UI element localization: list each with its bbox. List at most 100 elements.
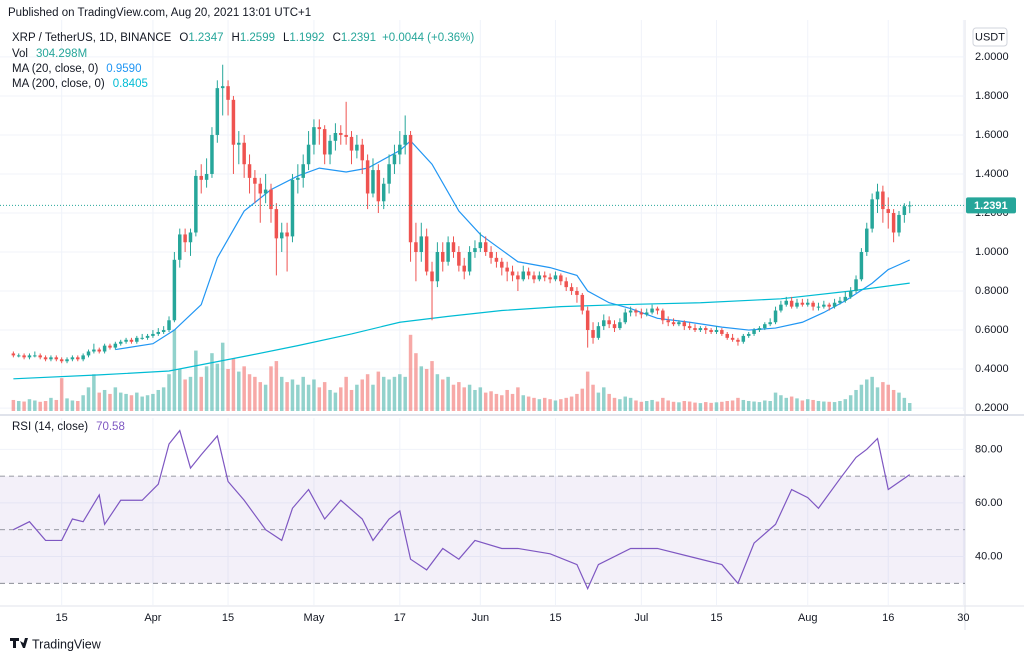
volume-bar [215, 363, 220, 411]
legend-item: 0.9590 [106, 63, 141, 75]
candle-body [70, 357, 75, 360]
volume-bar [521, 395, 526, 411]
volume-bar [145, 395, 150, 411]
legend-item: 0.8405 [113, 78, 148, 90]
volume-bar [618, 399, 622, 411]
last-price-tag [966, 197, 1016, 214]
volume-bar [505, 389, 509, 411]
volume-bar [736, 397, 740, 411]
volume-bar [634, 400, 638, 411]
rsi-tick-label: 80.00 [975, 443, 1003, 455]
volume-bar [135, 392, 139, 411]
candle-body [730, 337, 735, 340]
candle-body [339, 133, 343, 135]
volume-bar [789, 396, 794, 411]
volume-bar [881, 382, 885, 411]
volume-bar [580, 388, 585, 411]
candle-body [381, 183, 386, 202]
candle-body [650, 308, 654, 313]
candle-body [306, 144, 311, 165]
candle-body [27, 355, 32, 358]
candle-body [510, 271, 515, 276]
volume-bar [532, 397, 536, 411]
candle-body [269, 189, 273, 210]
candle-body [387, 164, 391, 184]
legend-item: RSI (14, close) [12, 421, 88, 433]
candle-body [451, 242, 456, 253]
volume-bar [430, 361, 434, 411]
candle-body [891, 212, 896, 233]
candle-body [779, 304, 783, 311]
legend-item: H [232, 32, 240, 44]
volume-bar [730, 400, 735, 411]
candle-body [424, 236, 429, 272]
candle-body [435, 252, 440, 282]
candle-body [537, 275, 542, 280]
volume-bar [548, 399, 552, 411]
volume-bar [494, 393, 499, 411]
candle-body [526, 271, 531, 276]
volume-bar [714, 402, 719, 411]
volume-bar [784, 397, 789, 411]
volume-bar [247, 374, 252, 411]
currency-label[interactable]: USDT [975, 31, 1005, 43]
volume-bar [553, 400, 558, 411]
volume-bar [301, 376, 305, 411]
volume-bar [559, 399, 563, 411]
volume-bar [22, 401, 26, 411]
volume-bar [258, 382, 263, 411]
candle-body [183, 234, 187, 243]
candle-body [553, 275, 558, 280]
candle-body [618, 322, 622, 329]
volume-bar [725, 401, 729, 411]
legend-item: Vol [12, 48, 28, 60]
volume-bar [875, 387, 880, 411]
candle-body [365, 160, 370, 194]
candle-body [167, 320, 171, 331]
candle-body [54, 357, 59, 360]
candle-body [129, 339, 134, 342]
volume-bar [822, 401, 826, 411]
candle-body [505, 267, 509, 272]
volume-bar [11, 399, 16, 411]
volume-bar [328, 389, 332, 411]
candle-body [237, 142, 241, 145]
volume-bar [339, 387, 343, 411]
volume-bar [575, 393, 579, 411]
volume-bar [757, 402, 762, 411]
volume-bar [891, 389, 896, 411]
candle-body [253, 177, 257, 184]
volume-bar [779, 395, 783, 411]
legend-rsi: RSI (14, close) 70.58 [12, 421, 125, 433]
volume-bar [848, 395, 853, 411]
volume-bar [231, 358, 236, 411]
volume-bar [365, 374, 370, 411]
volume-bar [591, 384, 595, 411]
y-tick-label: 1.0000 [975, 246, 1009, 258]
volume-bar [655, 401, 660, 411]
candle-body [848, 291, 853, 297]
volume-bar [677, 402, 681, 411]
volume-bar [290, 379, 295, 411]
candle-body [859, 252, 864, 280]
volume-bar [296, 384, 300, 411]
volume-bar [704, 402, 708, 411]
volume-bar [628, 397, 633, 411]
volume-bar [220, 342, 225, 411]
volume-bar [156, 389, 161, 411]
header: Published on TradingView.com, Aug 20, 20… [8, 7, 311, 19]
volume-bar [682, 401, 687, 411]
volume-bar [446, 376, 450, 411]
volume-bar [43, 401, 48, 411]
volume-bar [639, 401, 644, 411]
volume-bar [398, 374, 402, 411]
volume-bar [564, 397, 568, 411]
volume-bar [752, 401, 756, 411]
candle-body [612, 324, 617, 329]
candle-body [92, 349, 96, 352]
currency-button[interactable] [972, 27, 1008, 47]
candle-body [188, 232, 193, 243]
volume-bar [585, 371, 590, 411]
volume-bar [865, 379, 869, 411]
